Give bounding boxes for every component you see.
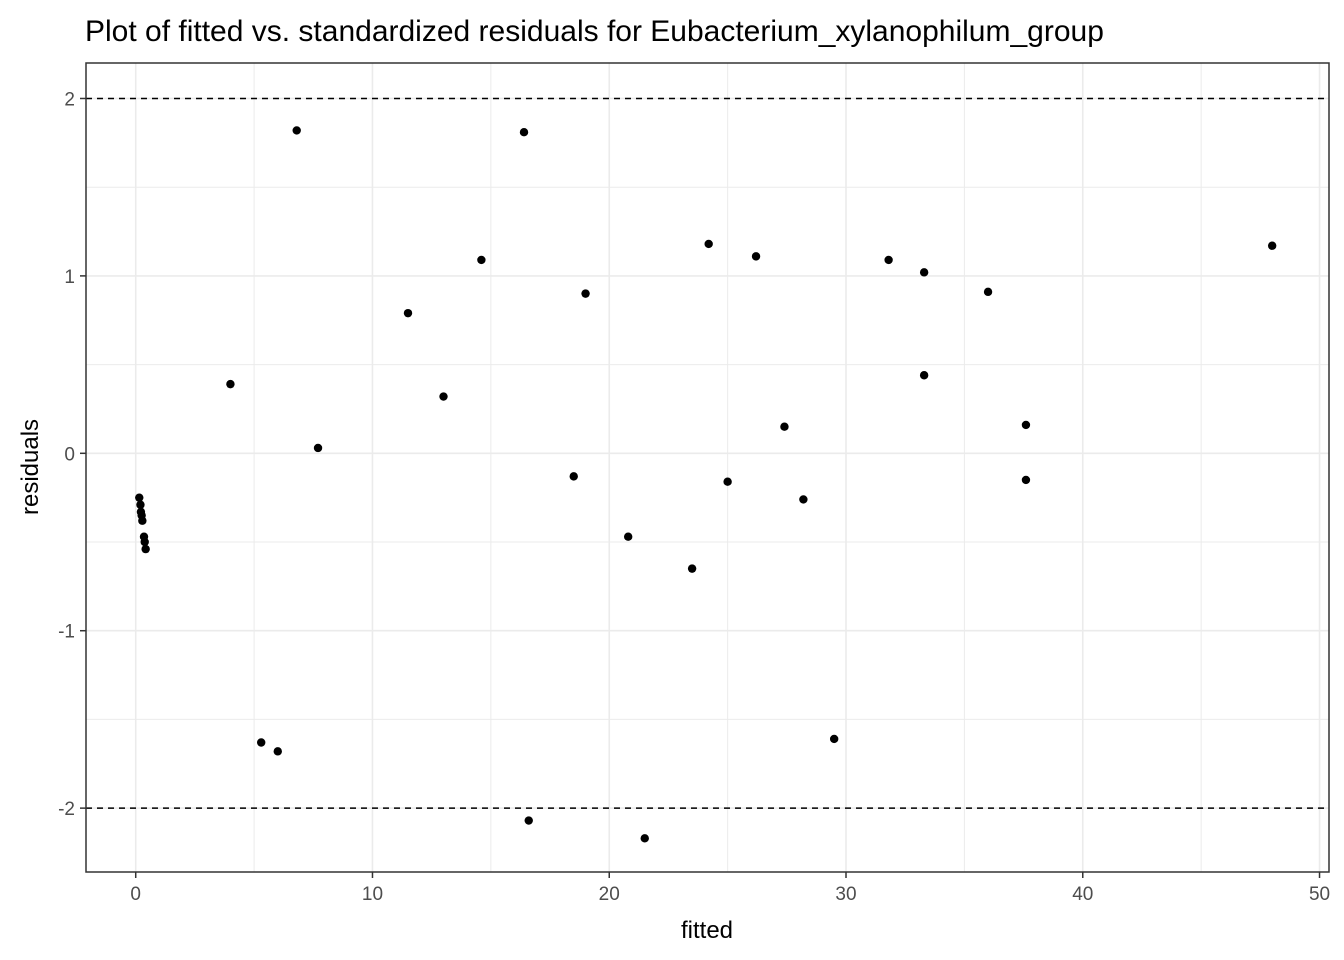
- data-point: [257, 738, 266, 747]
- data-point: [292, 126, 301, 135]
- data-point: [524, 816, 533, 825]
- x-tick-label: 20: [599, 884, 620, 905]
- data-point: [136, 500, 145, 509]
- x-tick-label: 50: [1309, 884, 1330, 905]
- x-axis-ticks: 0 10 20 30 40 50: [130, 872, 1330, 905]
- data-point: [780, 422, 789, 431]
- x-tick-label: 0: [130, 884, 141, 905]
- y-tick-label: 0: [64, 444, 75, 465]
- data-point: [519, 127, 529, 137]
- data-point: [581, 289, 590, 298]
- reference-lines: [86, 97, 1329, 809]
- major-gridlines: [86, 63, 1329, 872]
- data-point: [477, 255, 486, 265]
- data-point: [829, 734, 839, 744]
- data-point: [1021, 420, 1031, 430]
- y-tick-label: 1: [64, 267, 75, 288]
- data-point: [403, 308, 413, 318]
- y-axis-ticks: -2 -1 0 1 2: [58, 89, 86, 820]
- data-point: [704, 239, 713, 249]
- data-point: [799, 495, 808, 504]
- data-point: [884, 255, 893, 265]
- data-point: [983, 287, 993, 297]
- data-point: [140, 537, 149, 547]
- x-tick-label: 40: [1072, 884, 1093, 905]
- data-points: [135, 126, 1277, 843]
- panel-border: [85, 62, 1330, 873]
- x-axis-label: fitted: [681, 917, 733, 944]
- data-point: [919, 371, 929, 380]
- data-point: [273, 747, 282, 756]
- data-point: [623, 532, 633, 541]
- minor-gridlines: [86, 63, 1329, 872]
- data-point: [751, 252, 761, 261]
- data-point: [313, 443, 323, 453]
- data-point: [226, 379, 235, 389]
- data-point: [919, 268, 929, 277]
- y-axis-label: residuals: [17, 419, 44, 515]
- data-point: [1267, 241, 1277, 250]
- y-tick-label: 2: [64, 89, 75, 110]
- data-point: [135, 493, 144, 502]
- chart-title: Plot of fitted vs. standardized residual…: [85, 15, 1104, 48]
- x-tick-label: 30: [835, 884, 856, 905]
- data-point: [1021, 475, 1031, 485]
- data-point: [141, 544, 150, 554]
- x-tick-label: 10: [362, 884, 383, 905]
- y-tick-label: -1: [58, 622, 75, 643]
- data-point: [640, 834, 649, 843]
- data-point: [569, 472, 578, 481]
- data-point: [138, 516, 147, 525]
- y-tick-label: -2: [58, 799, 75, 820]
- data-point: [687, 564, 697, 573]
- data-point: [723, 477, 732, 486]
- data-point: [439, 392, 448, 401]
